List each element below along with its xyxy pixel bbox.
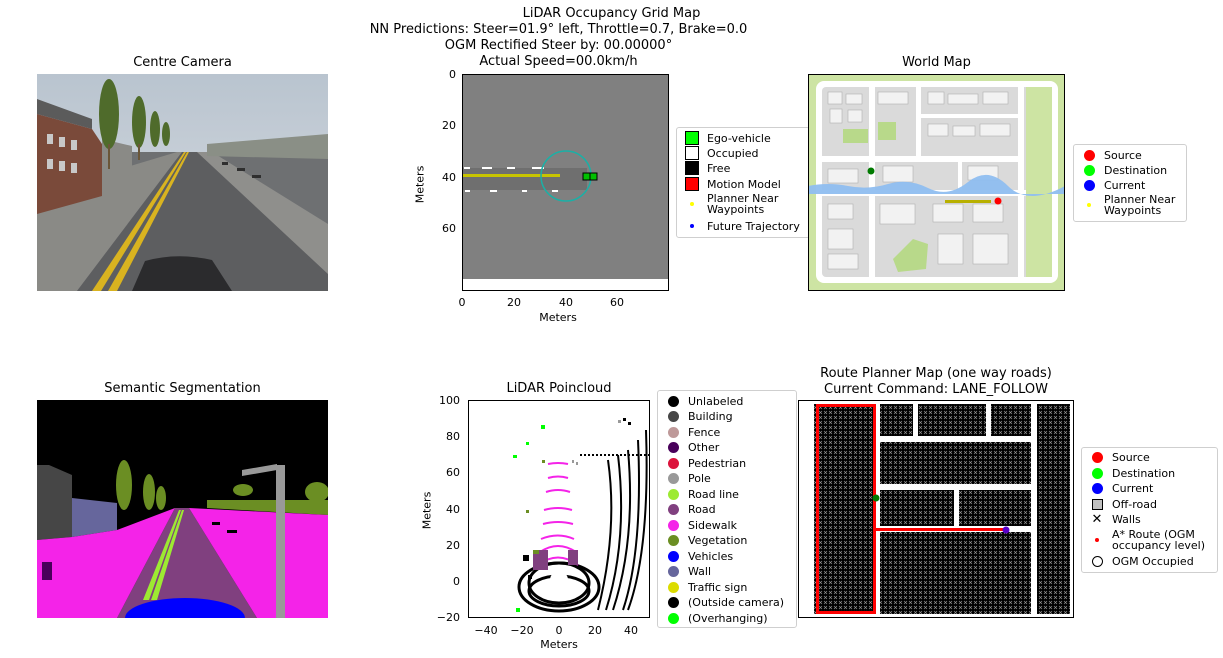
ogm-legend-item: Planner Near Waypoints [677, 192, 778, 216]
lidar-ylabel: Meters [420, 491, 434, 530]
lidar-xlabel: Meters [540, 638, 578, 651]
ogm-legend-item: Occupied [677, 146, 759, 160]
lidar-legend-item: Pole [658, 471, 711, 485]
ogm-legend: Ego-vehicle Occupied Free Motion Model P… [676, 127, 810, 238]
lidar-legend-item: Sidewalk [658, 518, 737, 532]
lidar-legend-item: Vegetation [658, 533, 747, 547]
lidar-legend-item: Unlabeled [658, 394, 743, 408]
route-legend-item: Source [1082, 450, 1150, 464]
route-legend-item: Current [1082, 481, 1153, 495]
ogm-nn-predictions: NN Predictions: Steer=01.9° left, Thrott… [369, 22, 748, 37]
world-map-legend: Source Destination Current Planner Near … [1073, 144, 1187, 222]
ogm-legend-item: Free [677, 161, 730, 175]
lidar-ytick: 60 [446, 466, 460, 479]
segmentation-image [37, 400, 328, 618]
ogm-ytick: 0 [449, 68, 456, 81]
lidar-ytick: 100 [439, 394, 460, 407]
lidar-xtick: 0 [555, 624, 563, 637]
lidar-xtick: −40 [474, 624, 498, 637]
lidar-ytick: 40 [446, 503, 460, 516]
ogm-ylabel: Meters [413, 165, 427, 204]
world-map-legend-item: Current [1074, 178, 1145, 192]
world-map-image [808, 74, 1065, 291]
lidar-ytick: −20 [436, 611, 460, 624]
lidar-legend-item: Road line [658, 487, 739, 501]
route-legend-item: ✕ Walls [1091, 511, 1141, 527]
camera-title: Centre Camera [133, 55, 232, 70]
lidar-ytick: 80 [446, 430, 460, 443]
world-map-legend-item: Planner Near Waypoints [1074, 193, 1175, 217]
ogm-title-line1: LiDAR Occupancy Grid Map [522, 6, 701, 21]
ogm-xlabel: Meters [539, 311, 577, 324]
lidar-ytick: 0 [453, 575, 460, 588]
lidar-legend-item: (Overhanging) [658, 611, 768, 625]
ogm-xtick: 20 [507, 296, 521, 309]
ogm-actual-speed: Actual Speed=00.0km/h [479, 54, 638, 69]
ogm-ytick: 20 [442, 119, 456, 132]
route-legend-item: Destination [1082, 466, 1175, 480]
lidar-legend-item: Traffic sign [658, 580, 747, 594]
ogm-ytick: 40 [442, 171, 456, 184]
lidar-legend: Unlabeled Building Fence Other Pedestria… [657, 390, 797, 628]
lidar-legend-item: (Outside camera) [658, 595, 784, 609]
route-legend-item: A* Route (OGM occupancy level) [1082, 528, 1205, 552]
lidar-xtick: 40 [624, 624, 638, 637]
ogm-grid-plot [462, 74, 669, 291]
lidar-legend-item: Vehicles [658, 549, 733, 563]
route-legend-item: Off-road [1082, 497, 1157, 511]
lidar-legend-item: Pedestrian [658, 456, 746, 470]
lidar-legend-item: Fence [658, 425, 720, 439]
ogm-xtick: 40 [559, 296, 573, 309]
camera-image [37, 74, 328, 291]
route-planner-map [798, 400, 1074, 618]
lidar-legend-item: Other [658, 440, 719, 454]
lidar-plot [468, 400, 650, 618]
lidar-legend-item: Road [658, 502, 716, 516]
lidar-xtick: −20 [510, 624, 534, 637]
world-map-title: World Map [902, 55, 971, 70]
ogm-ytick: 60 [442, 222, 456, 235]
route-planner-title: Route Planner Map (one way roads) [820, 366, 1052, 381]
world-map-legend-item: Destination [1074, 163, 1167, 177]
ogm-legend-item: Future Trajectory [677, 219, 800, 233]
segmentation-title: Semantic Segmentation [104, 381, 261, 396]
ogm-legend-item: Motion Model [677, 177, 781, 191]
ogm-rectified-steer: OGM Rectified Steer by: 00.00000° [444, 38, 673, 53]
route-legend-item: OGM Occupied [1082, 554, 1194, 568]
lidar-title: LiDAR Poincloud [506, 381, 612, 396]
ogm-xtick: 60 [610, 296, 624, 309]
lidar-ytick: 20 [446, 539, 460, 552]
route-planner-legend: Source Destination Current Off-road ✕ Wal… [1081, 447, 1218, 573]
world-map-legend-item: Source [1074, 148, 1142, 162]
ogm-legend-item: Ego-vehicle [677, 131, 771, 145]
lidar-xtick: 20 [588, 624, 602, 637]
ogm-xtick: 0 [458, 296, 466, 309]
lidar-legend-item: Wall [658, 564, 711, 578]
route-planner-command: Current Command: LANE_FOLLOW [824, 382, 1048, 397]
lidar-legend-item: Building [658, 409, 733, 423]
